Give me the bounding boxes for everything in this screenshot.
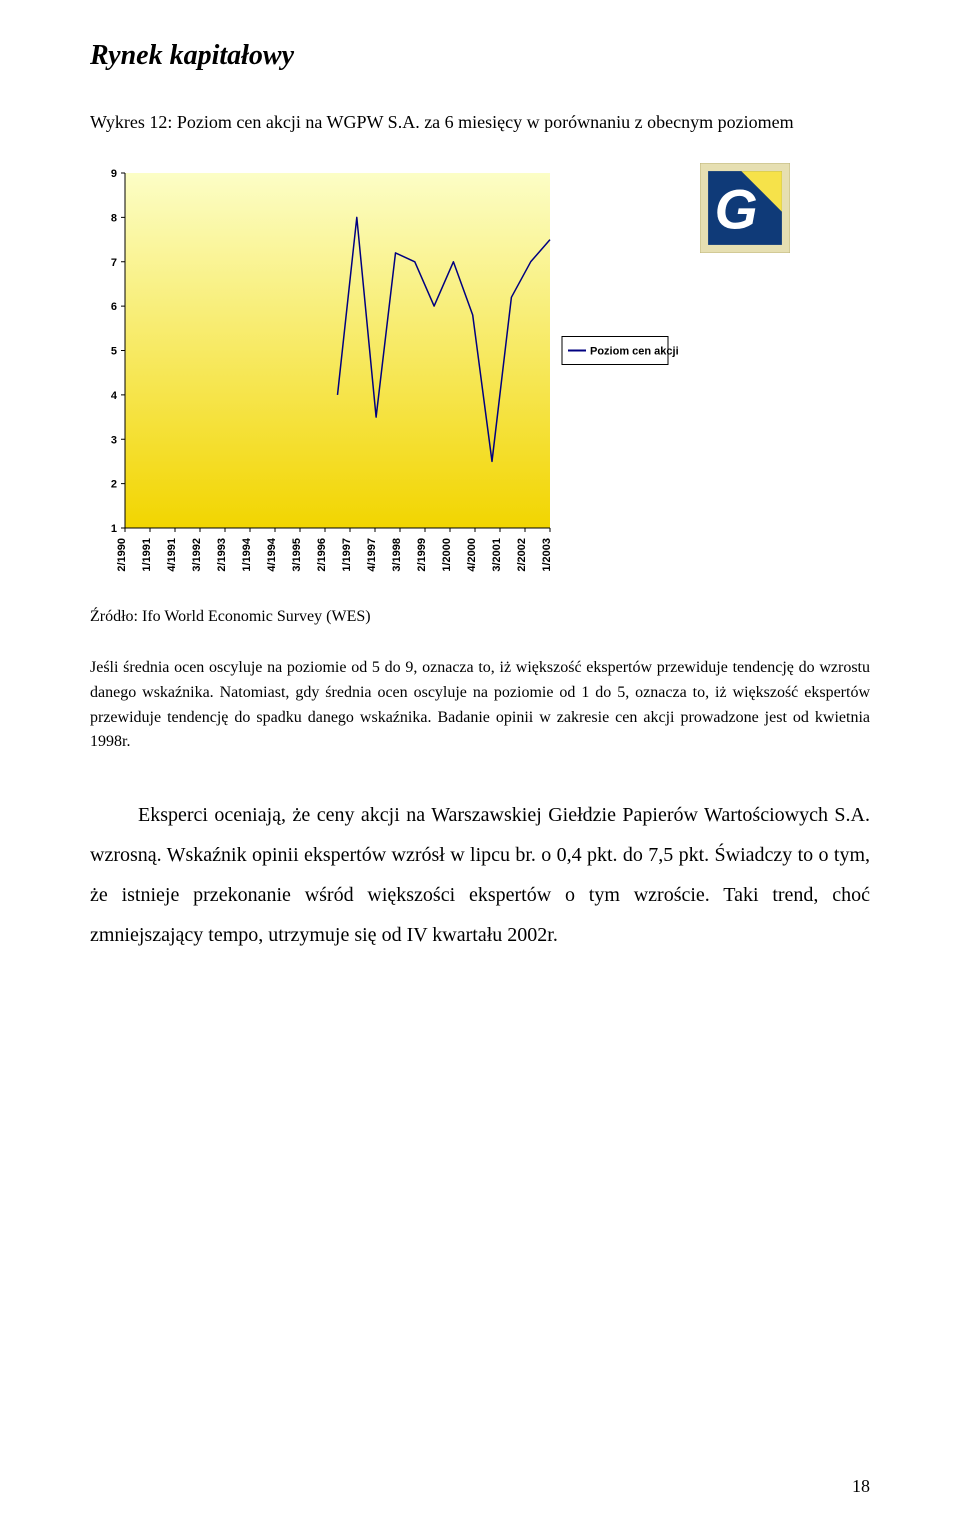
svg-text:2/2002: 2/2002 bbox=[516, 538, 528, 572]
svg-text:7: 7 bbox=[111, 257, 117, 269]
side-icon: G bbox=[700, 163, 790, 258]
svg-text:1/2000: 1/2000 bbox=[441, 538, 453, 572]
svg-text:3/1998: 3/1998 bbox=[391, 538, 403, 572]
svg-text:2/1999: 2/1999 bbox=[416, 538, 428, 572]
svg-text:4: 4 bbox=[111, 390, 118, 402]
svg-text:4/1997: 4/1997 bbox=[366, 538, 378, 572]
svg-text:Poziom cen akcji: Poziom cen akcji bbox=[590, 346, 679, 358]
chart-note: Jeśli średnia ocen oscyluje na poziomie … bbox=[90, 656, 870, 755]
svg-text:2/1996: 2/1996 bbox=[316, 538, 328, 572]
svg-text:4/2000: 4/2000 bbox=[466, 538, 478, 572]
chart-caption: Wykres 12: Poziom cen akcji na WGPW S.A.… bbox=[90, 112, 870, 133]
svg-text:5: 5 bbox=[111, 346, 117, 358]
svg-text:3/2001: 3/2001 bbox=[491, 538, 503, 572]
page-number: 18 bbox=[852, 1476, 870, 1497]
chart-container: 1 2 3 4 5 6 7 8 9 2/1990 1/1991 4/1991 3/1992 2/1993 1… bbox=[90, 163, 680, 598]
section-title: Rynek kapitałowy bbox=[90, 40, 870, 72]
svg-text:4/1991: 4/1991 bbox=[166, 538, 178, 572]
chart-row: 1 2 3 4 5 6 7 8 9 2/1990 1/1991 4/1991 3/1992 2/1993 1… bbox=[90, 163, 870, 598]
svg-text:4/1994: 4/1994 bbox=[266, 537, 278, 572]
svg-text:9: 9 bbox=[111, 168, 117, 180]
svg-text:3/1995: 3/1995 bbox=[291, 538, 303, 572]
svg-text:1/1994: 1/1994 bbox=[241, 537, 253, 572]
svg-text:2/1990: 2/1990 bbox=[116, 538, 128, 572]
svg-text:6: 6 bbox=[111, 301, 117, 313]
svg-text:G: G bbox=[715, 179, 758, 241]
svg-text:1/1997: 1/1997 bbox=[341, 538, 353, 572]
svg-text:3: 3 bbox=[111, 434, 117, 446]
svg-text:3/1992: 3/1992 bbox=[191, 538, 203, 572]
svg-text:2/1993: 2/1993 bbox=[216, 538, 228, 572]
chart-source: Źródło: Ifo World Economic Survey (WES) bbox=[90, 608, 870, 626]
svg-text:8: 8 bbox=[111, 212, 117, 224]
svg-text:1: 1 bbox=[111, 523, 117, 535]
line-chart: 1 2 3 4 5 6 7 8 9 2/1990 1/1991 4/1991 3/1992 2/1993 1… bbox=[90, 163, 680, 593]
body-paragraph: Eksperci oceniają, że ceny akcji na Wars… bbox=[90, 795, 870, 955]
svg-text:1/2003: 1/2003 bbox=[541, 538, 553, 572]
svg-text:2: 2 bbox=[111, 479, 117, 491]
logo-icon: G bbox=[700, 163, 790, 253]
svg-text:1/1991: 1/1991 bbox=[141, 538, 153, 572]
